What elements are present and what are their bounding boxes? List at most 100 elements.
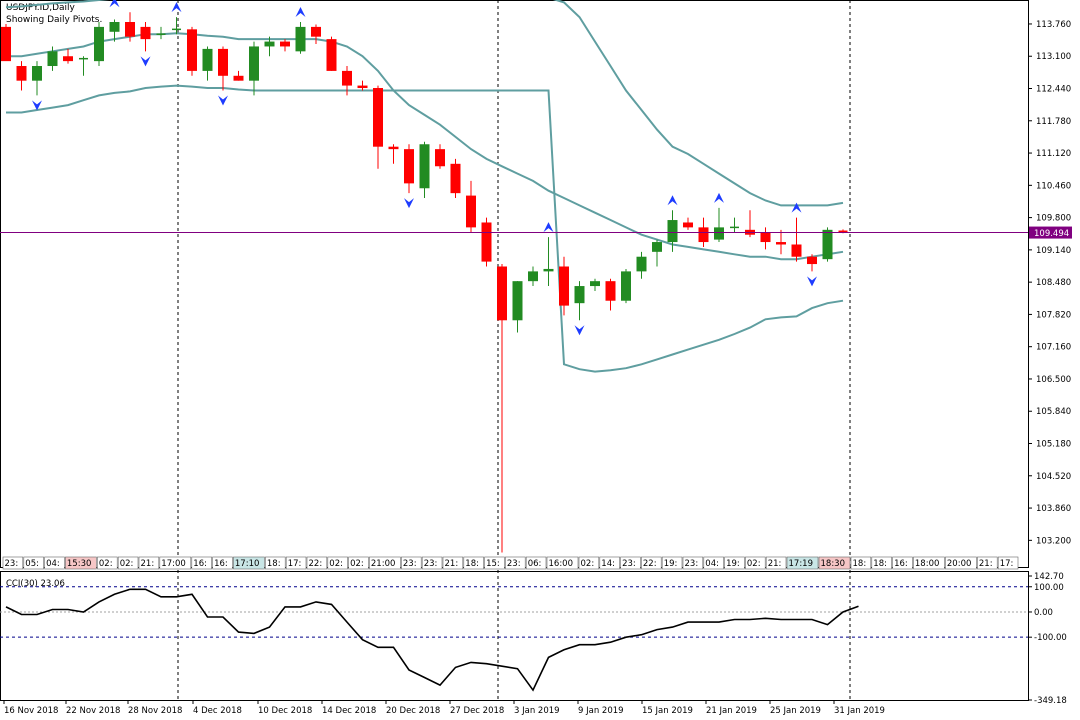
session-time-20: 18: xyxy=(465,559,479,569)
current-price-badge xyxy=(1029,226,1072,239)
candle-body xyxy=(32,66,42,81)
candle-27 xyxy=(419,141,430,199)
pivot-low-arrow-3 xyxy=(404,198,414,209)
time-tick-label-5: 14 Dec 2018 xyxy=(322,706,376,716)
session-time-0: 23: xyxy=(5,559,19,569)
session-cell-29 xyxy=(661,556,683,570)
candle-body xyxy=(543,268,554,272)
candle-50 xyxy=(776,229,786,255)
candle-body xyxy=(822,229,833,260)
candle-body xyxy=(574,286,585,304)
session-cell-15 xyxy=(348,556,369,570)
price-tick-label-16: 103.200 xyxy=(1036,536,1071,546)
candle-body xyxy=(94,26,104,62)
candle-30 xyxy=(466,180,476,233)
candle-body xyxy=(280,41,290,47)
session-time-12: 17: xyxy=(288,559,302,569)
time-tick-label-1: 22 Nov 2018 xyxy=(66,706,120,716)
candle-body xyxy=(497,266,507,321)
session-cell-24 xyxy=(546,556,579,570)
session-cell-3 xyxy=(65,556,97,570)
candle-body xyxy=(16,66,27,81)
cci-title: CCI(30) 23.06 xyxy=(6,579,65,589)
candle-20 xyxy=(311,24,321,45)
time-tick-label-8: 3 Jan 2019 xyxy=(514,706,560,716)
candle-37 xyxy=(574,281,585,321)
candle-body xyxy=(202,48,213,71)
candle-13 xyxy=(202,46,213,81)
candle-35 xyxy=(543,237,554,287)
time-tick-label-4: 10 Dec 2018 xyxy=(258,706,312,716)
candle-39 xyxy=(605,278,616,311)
session-time-11: 18: xyxy=(267,559,281,569)
candle-52 xyxy=(807,254,817,272)
session-cell-17 xyxy=(401,556,422,570)
session-time-18: 23: xyxy=(424,559,438,569)
session-cell-9 xyxy=(212,556,233,570)
candle-3 xyxy=(47,46,58,71)
session-time-7: 17:00 xyxy=(161,559,186,569)
session-time-32: 19: xyxy=(726,559,740,569)
session-cell-14 xyxy=(327,556,348,570)
session-cell-39 xyxy=(892,556,913,570)
session-cell-37 xyxy=(850,556,872,570)
price-tick-label-13: 105.180 xyxy=(1036,440,1071,450)
time-tick-label-10: 15 Jan 2019 xyxy=(642,706,693,716)
candle-26 xyxy=(404,144,414,194)
price-tick-label-6: 109.800 xyxy=(1036,214,1071,224)
pivot-low-arrow-4 xyxy=(574,325,585,336)
candle-body xyxy=(357,85,368,89)
price-tick-label-1: 113.100 xyxy=(1036,52,1071,62)
price-axis: 113.760 113.100 112.440 111.780 111.120 110.4… xyxy=(1028,20,1072,546)
candle-40 xyxy=(621,268,631,304)
session-cell-20 xyxy=(463,556,484,570)
time-tick-label-9: 9 Jan 2019 xyxy=(578,706,624,716)
candle-15 xyxy=(233,70,244,81)
time-axis: 16 Nov 2018 22 Nov 2018 28 Nov 2018 4 Dec 2… xyxy=(3,700,885,716)
candle-body xyxy=(652,242,662,252)
session-cell-1 xyxy=(23,556,44,570)
pivot-high-arrow-1 xyxy=(171,2,182,13)
session-time-13: 22: xyxy=(309,559,323,569)
candle-body xyxy=(466,195,476,228)
candle-body xyxy=(605,281,616,301)
session-time-39: 16: xyxy=(894,559,908,569)
time-tick-label-6: 20 Dec 2018 xyxy=(386,706,440,716)
price-tick-label-9: 107.820 xyxy=(1036,310,1071,320)
session-time-3: 15:30 xyxy=(67,559,92,569)
cci-tick-label-1: 100.00 xyxy=(1034,583,1064,593)
session-cell-42 xyxy=(977,556,998,570)
candle-14 xyxy=(218,46,228,91)
candle-body xyxy=(714,227,724,240)
candle-36 xyxy=(559,256,569,316)
candle-42 xyxy=(652,239,662,267)
session-cell-21 xyxy=(484,556,505,570)
price-tick-label-11: 106.500 xyxy=(1036,375,1071,385)
candle-23 xyxy=(357,80,368,91)
session-time-24: 16:00 xyxy=(549,559,574,569)
cci-tick-label-3: -100.00 xyxy=(1034,633,1067,643)
session-time-6: 21: xyxy=(141,559,155,569)
candle-body xyxy=(326,39,337,71)
candle-5 xyxy=(79,56,88,76)
session-time-21: 15: xyxy=(486,559,500,569)
bollinger-upper-band xyxy=(5,0,844,207)
price-tick-label-0: 113.760 xyxy=(1036,20,1071,30)
session-cell-0 xyxy=(2,556,24,570)
session-cell-10 xyxy=(233,556,265,570)
session-time-29: 19: xyxy=(664,559,678,569)
candle-41 xyxy=(636,251,647,279)
candle-body xyxy=(667,220,678,243)
pivot-high-arrow-2 xyxy=(295,7,306,18)
pivot-high-arrow-6 xyxy=(791,202,802,213)
chart-grid xyxy=(0,0,1029,701)
session-time-36: 18:30 xyxy=(821,559,846,569)
candle-body xyxy=(683,222,693,228)
session-cell-43 xyxy=(997,556,1019,570)
candle-body xyxy=(528,271,538,282)
session-time-37: 18: xyxy=(853,559,867,569)
chart-symbol-title: USDJPY.ID,Daily xyxy=(6,3,75,13)
candle-17 xyxy=(264,36,275,57)
session-cell-23 xyxy=(525,556,547,570)
